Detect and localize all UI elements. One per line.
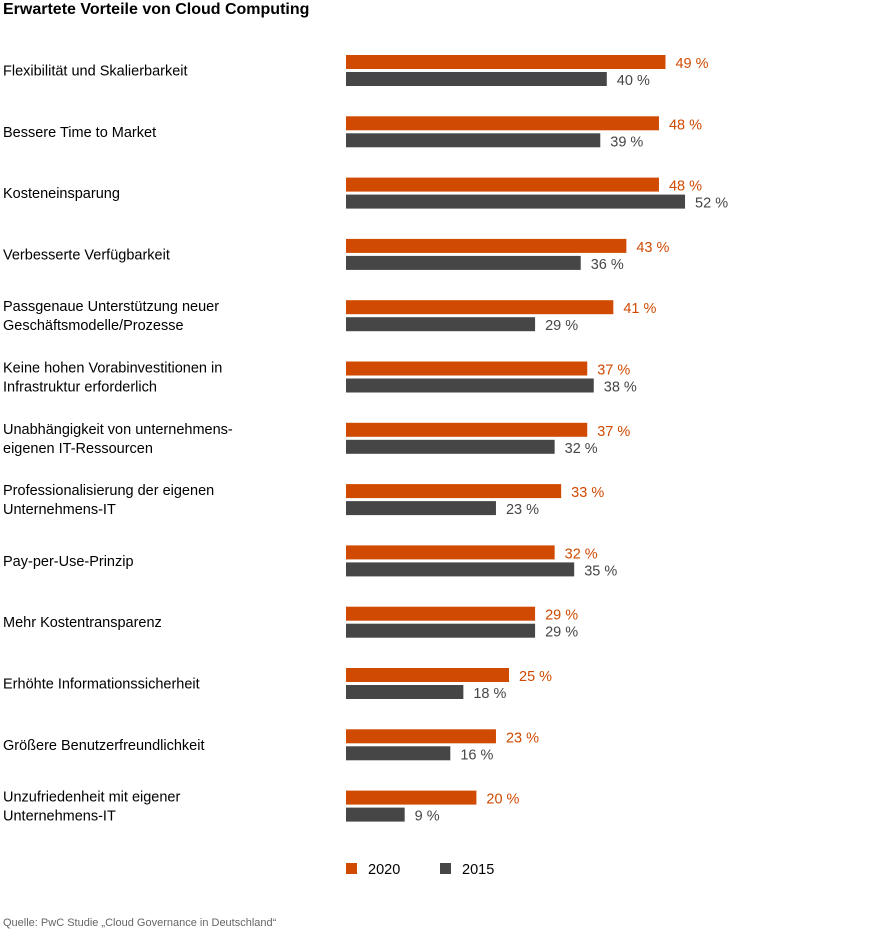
category-label: Größere Benutzerfreundlichkeit (3, 738, 205, 754)
bar-2015 (346, 255, 581, 270)
bar-2015 (346, 746, 451, 761)
value-label-2020: 43 % (636, 240, 669, 256)
legend-swatch-2020 (346, 863, 357, 874)
value-label-2020: 29 % (545, 608, 578, 624)
source-note: Quelle: PwC Studie „Cloud Governance in … (3, 917, 277, 929)
bar-2020 (346, 606, 536, 621)
bar-2020 (346, 177, 659, 192)
legend-label-2020: 2020 (368, 862, 400, 878)
bar-2015 (346, 685, 464, 699)
bar-2020 (346, 361, 588, 376)
category-label: Passgenaue Unterstützung neuer (3, 299, 219, 315)
bar-2015 (346, 439, 555, 454)
value-label-2015: 52 % (695, 196, 728, 212)
bar-2015 (346, 194, 686, 209)
value-label-2015: 36 % (591, 257, 624, 273)
value-label-2015: 9 % (415, 809, 440, 825)
legend-label-2015: 2015 (462, 862, 494, 878)
value-label-2020: 48 % (669, 179, 702, 195)
value-label-2020: 32 % (565, 546, 598, 562)
category-label: Unzufriedenheit mit eigener (3, 790, 180, 806)
value-label-2015: 32 % (565, 441, 598, 457)
value-label-2015: 23 % (506, 502, 539, 518)
category-label: Keine hohen Vorabinvestitionen in (3, 361, 222, 377)
bar-2015 (346, 378, 594, 393)
bar-2015 (346, 807, 405, 822)
value-label-2020: 49 % (675, 56, 708, 72)
category-label: Pay-per-Use-Prinzip (3, 554, 134, 570)
category-label: Flexibilität und Skalierbarkeit (3, 64, 188, 80)
bar-2020 (346, 790, 477, 805)
value-label-2020: 37 % (597, 424, 630, 440)
category-label: Erhöhte Informationssicherheit (3, 677, 200, 693)
bar-2015 (346, 317, 536, 332)
value-label-2020: 41 % (623, 301, 656, 317)
category-label: Bessere Time to Market (3, 125, 156, 141)
category-label: Kosteneinsparung (3, 186, 120, 202)
bar-2015 (346, 133, 601, 148)
category-label: Unternehmens-IT (3, 809, 116, 825)
bar-2020 (346, 422, 588, 437)
bar-2020 (346, 668, 509, 682)
value-label-2015: 39 % (610, 134, 643, 150)
bar-2015 (346, 72, 607, 86)
category-label: eigenen IT-Ressourcen (3, 441, 153, 457)
bar-2020 (346, 484, 562, 499)
bar-2020 (346, 729, 496, 744)
bar-2020 (346, 116, 659, 131)
category-label: Mehr Kostentransparenz (3, 615, 162, 631)
bar-2015 (346, 501, 496, 516)
bar-2015 (346, 623, 536, 638)
value-label-2020: 25 % (519, 669, 552, 685)
category-label: Geschäftsmodelle/Prozesse (3, 318, 184, 334)
bar-2020 (346, 545, 555, 560)
category-label: Unabhängigkeit von unternehmens- (3, 422, 233, 438)
category-label: Professionalisierung der eigenen (3, 483, 214, 499)
bar-2020 (346, 300, 614, 315)
value-label-2020: 20 % (486, 792, 519, 808)
value-label-2015: 29 % (545, 625, 578, 641)
category-label: Verbesserte Verfügbarkeit (3, 247, 170, 263)
value-label-2015: 35 % (584, 563, 617, 579)
value-label-2015: 38 % (604, 380, 637, 396)
value-label-2020: 37 % (597, 363, 630, 379)
category-label: Unternehmens-IT (3, 502, 116, 518)
bar-2020 (346, 238, 627, 253)
value-label-2020: 33 % (571, 485, 604, 501)
value-label-2015: 16 % (460, 747, 493, 763)
value-label-2020: 23 % (506, 730, 539, 746)
category-label: Infrastruktur erforderlich (3, 380, 157, 396)
bar-2015 (346, 562, 575, 577)
legend-swatch-2015 (440, 863, 451, 874)
bar-2020 (346, 55, 666, 69)
chart-title: Erwartete Vorteile von Cloud Computing (3, 1, 310, 18)
value-label-2015: 29 % (545, 318, 578, 334)
value-label-2015: 18 % (473, 686, 506, 702)
value-label-2015: 40 % (617, 73, 650, 89)
value-label-2020: 48 % (669, 117, 702, 133)
